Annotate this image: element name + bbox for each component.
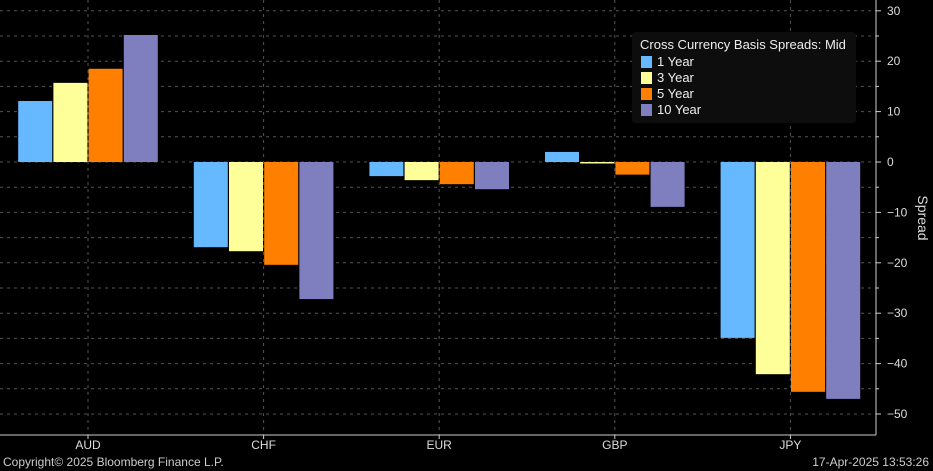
legend-item-5-year: 5 Year <box>641 86 694 101</box>
bar-aud-1-year <box>18 101 53 162</box>
bar-jpy-10-year <box>826 162 861 399</box>
y-tick-label: −20 <box>887 256 908 270</box>
y-tick-label: 30 <box>887 4 901 18</box>
bar-chf-10-year <box>299 162 334 300</box>
y-axis-label: Spread <box>915 195 931 240</box>
legend-label: 3 Year <box>657 70 694 85</box>
y-tick-label: 20 <box>887 54 901 68</box>
bar-jpy-1-year <box>720 162 755 338</box>
y-tick-label: 10 <box>887 105 901 119</box>
legend-item-3-year: 3 Year <box>641 70 694 85</box>
bar-gbp-3-year <box>580 162 615 164</box>
bar-chf-3-year <box>229 162 263 252</box>
bar-jpy-5-year <box>791 162 825 392</box>
x-tick-label: AUD <box>75 438 101 452</box>
legend-item-1-year: 1 Year <box>641 54 694 69</box>
x-tick-label: CHF <box>251 438 276 452</box>
legend-title: Cross Currency Basis Spreads: Mid <box>640 37 846 52</box>
copyright: Copyright© 2025 Bloomberg Finance L.P. <box>3 455 224 469</box>
legend-swatch <box>641 87 652 100</box>
bar-gbp-5-year <box>615 162 650 175</box>
bar-eur-3-year <box>404 162 439 181</box>
bar-eur-1-year <box>369 162 404 177</box>
legend-label: 5 Year <box>657 86 694 101</box>
legend-swatch <box>641 103 652 116</box>
bar-eur-10-year <box>475 162 509 190</box>
x-tick-label: GBP <box>602 438 627 452</box>
x-tick-label: EUR <box>427 438 453 452</box>
bar-aud-5-year <box>88 68 123 162</box>
y-tick-label: 0 <box>887 155 894 169</box>
bar-gbp-10-year <box>650 162 685 207</box>
legend-swatch <box>641 71 652 84</box>
legend-label: 10 Year <box>657 102 702 117</box>
bar-gbp-1-year <box>545 151 579 162</box>
y-tick-label: −50 <box>887 407 908 421</box>
bar-chf-1-year <box>193 162 228 248</box>
bar-jpy-3-year <box>755 162 790 375</box>
timestamp: 17-Apr-2025 13:53:26 <box>812 455 929 469</box>
bar-aud-10-year <box>123 34 158 162</box>
legend-label: 1 Year <box>657 54 694 69</box>
bar-eur-5-year <box>439 162 474 185</box>
legend-item-10-year: 10 Year <box>641 102 701 117</box>
x-tick-label: JPY <box>779 438 801 452</box>
bar-aud-3-year <box>53 82 88 162</box>
legend-swatch <box>641 55 652 68</box>
bar-chf-5-year <box>264 162 299 265</box>
y-tick-label: −30 <box>887 306 908 320</box>
legend: Cross Currency Basis Spreads: Mid 1 Year… <box>632 32 856 123</box>
y-tick-label: −10 <box>887 205 908 219</box>
y-tick-label: −40 <box>887 357 908 371</box>
